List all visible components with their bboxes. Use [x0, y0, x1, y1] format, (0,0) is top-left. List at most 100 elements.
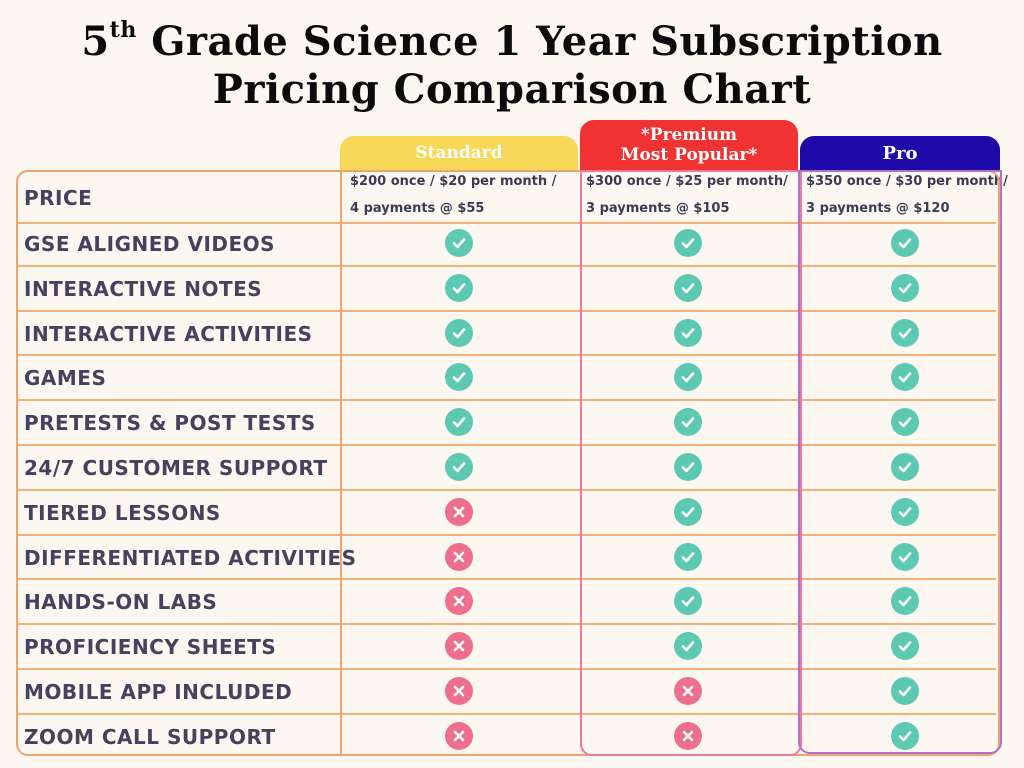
table-row: Interactive Notes: [18, 267, 996, 312]
cross-icon: [445, 721, 473, 750]
check-icon: [445, 273, 473, 302]
feature-label: Mobile App Included: [24, 680, 293, 704]
check-icon: [891, 587, 919, 616]
table-row: Hands-On Labs: [18, 580, 996, 626]
check-icon: [674, 273, 702, 302]
cell-pro: [891, 273, 919, 302]
cell-standard: [445, 273, 473, 302]
title-rest: Grade Science 1 Year Subscription: [136, 18, 943, 65]
table-row-price: Price $200 once / $20 per month / 4 paymen…: [18, 172, 1008, 224]
cross-icon: [445, 677, 473, 705]
cell-standard: [445, 318, 473, 347]
feature-label: 24/7 Customer Support: [24, 456, 328, 480]
check-icon: [674, 229, 702, 257]
cell-standard: [445, 632, 473, 661]
title-superscript: th: [109, 16, 137, 43]
cell-premium: [674, 677, 702, 705]
check-icon: [674, 363, 702, 392]
table-row: GSE Aligned Videos: [18, 222, 996, 267]
cell-standard: [445, 497, 473, 526]
price-standard-line2: 4 payments @ $55: [350, 201, 485, 216]
table-row: Interactive Activities: [18, 312, 996, 357]
check-icon: [891, 408, 919, 437]
plan-header-label: Pro: [882, 142, 918, 164]
page-title-line2: Pricing Comparison Chart: [212, 66, 812, 113]
check-icon: [891, 497, 919, 526]
feature-label: Differentiated Activities: [24, 545, 357, 570]
check-icon: [445, 229, 473, 257]
plan-header-label-line2: Most Popular*: [620, 145, 758, 165]
cell-standard: [445, 453, 473, 481]
feature-label: Games: [24, 366, 107, 391]
check-icon: [674, 632, 702, 661]
cell-pro: [891, 677, 919, 705]
cell-standard: [445, 229, 473, 257]
cell-premium: [674, 363, 702, 392]
table-row: Differentiated Activities: [18, 536, 996, 581]
cell-pro: [891, 721, 919, 750]
page-title-line1: 5th Grade Science 1 Year Subscription: [0, 16, 1024, 65]
cross-icon: [445, 632, 473, 661]
check-icon: [674, 497, 702, 526]
feature-label: GSE Aligned Videos: [24, 232, 276, 256]
row-label: Price: [24, 186, 93, 210]
cell-premium: [674, 229, 702, 257]
cell-standard: [445, 542, 473, 571]
check-icon: [445, 453, 473, 481]
check-icon: [891, 721, 919, 750]
check-icon: [891, 453, 919, 481]
check-icon: [891, 363, 919, 392]
check-icon: [674, 453, 702, 481]
cell-pro: [891, 497, 919, 526]
feature-label: Tiered Lessons: [24, 500, 221, 525]
table-row: Proficiency Sheets: [18, 625, 996, 670]
price-pro-line2: 3 payments @ $120: [806, 201, 950, 216]
cell-premium: [674, 542, 702, 571]
cross-icon: [674, 677, 702, 705]
check-icon: [891, 318, 919, 347]
cell-premium: [674, 318, 702, 347]
price-standard-line1: $200 once / $20 per month /: [350, 174, 557, 189]
check-icon: [891, 632, 919, 661]
feature-label: Interactive Notes: [24, 276, 263, 301]
cell-pro: [891, 453, 919, 481]
table-row: Mobile App Included: [18, 670, 996, 715]
plan-header-premium: *Premium Most Popular*: [580, 120, 798, 172]
feature-label: Proficiency Sheets: [24, 635, 277, 660]
cell-premium: [674, 632, 702, 661]
cross-icon: [445, 542, 473, 571]
table-row: Games: [18, 356, 996, 402]
cross-icon: [445, 587, 473, 616]
plan-header-label-line1: *Premium: [640, 125, 738, 146]
check-icon: [674, 587, 702, 616]
check-icon: [891, 273, 919, 302]
check-icon: [674, 542, 702, 571]
feature-label: Zoom Call Support: [24, 724, 276, 749]
cell-premium: [674, 453, 702, 481]
check-icon: [445, 408, 473, 437]
cell-pro: [891, 363, 919, 392]
table-row: Pretests & Post Tests: [18, 401, 996, 446]
cell-pro: [891, 542, 919, 571]
cell-pro: [891, 587, 919, 616]
title-number: 5: [81, 18, 110, 65]
cell-premium: [674, 497, 702, 526]
table-row: 24/7 Customer Support: [18, 446, 996, 491]
check-icon: [445, 363, 473, 392]
feature-label: Pretests & Post Tests: [24, 411, 316, 436]
cell-pro: [891, 229, 919, 257]
check-icon: [445, 318, 473, 347]
check-icon: [891, 542, 919, 571]
feature-label: Interactive Activities: [24, 321, 313, 346]
feature-label: Hands-On Labs: [24, 590, 218, 615]
cell-standard: [445, 408, 473, 437]
check-icon: [891, 229, 919, 257]
cell-pro: [891, 408, 919, 437]
cell-premium: [674, 408, 702, 437]
check-icon: [674, 318, 702, 347]
table-row: Tiered Lessons: [18, 491, 996, 536]
cell-premium: [674, 721, 702, 750]
cell-premium: [674, 273, 702, 302]
plan-header-pro: Pro: [800, 136, 1000, 172]
plan-header-standard: Standard: [340, 136, 578, 172]
